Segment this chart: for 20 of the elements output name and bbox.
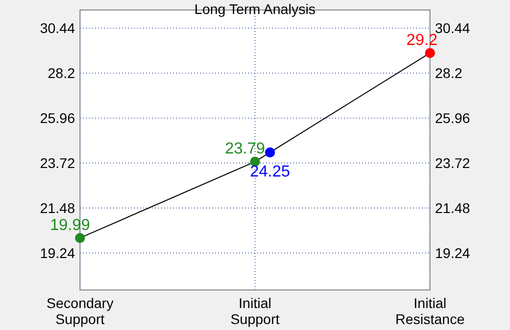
- x-tick-label: Initial Support: [230, 295, 280, 327]
- y-tick-label: 19.24: [40, 245, 76, 262]
- y2-tick-label: 23.72: [435, 155, 470, 172]
- data-label: 23.79: [224, 140, 266, 158]
- x-tick-label: Secondary Support: [46, 295, 114, 327]
- y-tick-label: 28.2: [48, 65, 76, 82]
- y2-tick-label: 21.48: [435, 200, 470, 216]
- y-tick-label: 23.72: [40, 155, 76, 172]
- chart-title: Long Term Analysis: [194, 1, 316, 17]
- y2-tick-label: 30.44: [435, 20, 470, 36]
- data-label: 19.99: [50, 216, 90, 234]
- data-label: 29.2: [406, 32, 438, 49]
- y-tick-label: 30.44: [40, 20, 76, 36]
- x-tick-label: Initial Resistance: [395, 295, 465, 327]
- y-tick-label: 25.96: [40, 110, 76, 126]
- y-tick-label: 21.48: [40, 200, 76, 216]
- y2-tick-label: 19.24: [435, 245, 470, 262]
- y2-tick-label: 28.2: [435, 65, 462, 82]
- y2-tick-label: 25.96: [435, 110, 470, 126]
- data-label: 24.25: [250, 163, 290, 180]
